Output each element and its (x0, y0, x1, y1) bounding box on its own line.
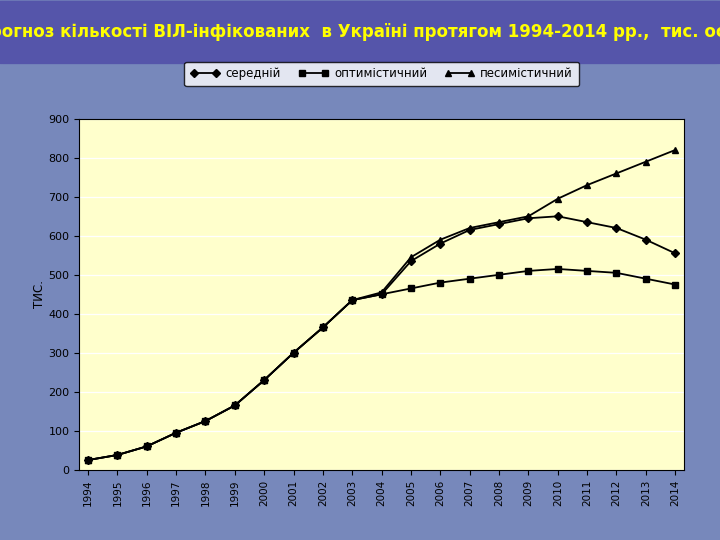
оптимістичний (671, 281, 680, 288)
оптимістичний (554, 266, 562, 272)
середній (524, 215, 533, 221)
оптимістичний (260, 377, 269, 383)
песимістичний (582, 182, 591, 188)
песимістичний (495, 219, 503, 225)
оптимістичний (230, 402, 239, 409)
середній (642, 237, 650, 243)
песимістичний (436, 237, 445, 243)
оптимістичний (465, 275, 474, 282)
середній (465, 227, 474, 233)
оптимістичний (143, 443, 151, 450)
Y-axis label: ТИС.: ТИС. (32, 280, 45, 308)
середній (230, 402, 239, 409)
середній (554, 213, 562, 220)
середній (671, 250, 680, 256)
песимістичний (143, 443, 151, 450)
середній (143, 443, 151, 450)
Line: песимістичний: песимістичний (84, 146, 679, 463)
середній (612, 225, 621, 231)
оптимістичний (642, 275, 650, 282)
Text: Прогноз кількості ВІЛ-інфікованих  в Україні протягом 1994-2014 рр.,  тис. осіб: Прогноз кількості ВІЛ-інфікованих в Укра… (0, 23, 720, 42)
песимістичний (318, 324, 327, 330)
песимістичний (407, 254, 415, 260)
середній (377, 291, 386, 298)
Legend: середній, оптимістичний, песимістичний: середній, оптимістичний, песимістичний (184, 62, 579, 86)
FancyBboxPatch shape (0, 1, 720, 64)
оптимістичний (289, 349, 298, 356)
песимістичний (642, 158, 650, 165)
песимістичний (289, 349, 298, 356)
оптимістичний (172, 429, 181, 436)
Line: оптимістичний: оптимістичний (85, 266, 678, 463)
песимістичний (524, 213, 533, 220)
середній (289, 349, 298, 356)
середній (260, 377, 269, 383)
Line: середній: середній (85, 213, 678, 463)
песимістичний (172, 429, 181, 436)
песимістичний (465, 225, 474, 231)
оптимістичний (113, 452, 122, 458)
оптимістичний (348, 297, 356, 303)
песимістичний (230, 402, 239, 409)
оптимістичний (524, 268, 533, 274)
середній (113, 452, 122, 458)
середній (436, 240, 445, 247)
оптимістичний (612, 269, 621, 276)
оптимістичний (201, 418, 210, 424)
оптимістичний (582, 268, 591, 274)
песимістичний (201, 418, 210, 424)
середній (495, 221, 503, 227)
оптимістичний (318, 324, 327, 330)
середній (172, 429, 181, 436)
песимістичний (348, 297, 356, 303)
оптимістичний (436, 279, 445, 286)
песимістичний (612, 170, 621, 177)
середній (84, 457, 92, 463)
оптимістичний (84, 457, 92, 463)
середній (318, 324, 327, 330)
песимістичний (671, 147, 680, 153)
оптимістичний (407, 285, 415, 292)
песимістичний (554, 195, 562, 202)
оптимістичний (377, 291, 386, 298)
середній (201, 418, 210, 424)
середній (582, 219, 591, 225)
песимістичний (113, 452, 122, 458)
песимістичний (377, 289, 386, 295)
середній (407, 258, 415, 265)
песимістичний (260, 377, 269, 383)
оптимістичний (495, 272, 503, 278)
песимістичний (84, 457, 92, 463)
середній (348, 297, 356, 303)
